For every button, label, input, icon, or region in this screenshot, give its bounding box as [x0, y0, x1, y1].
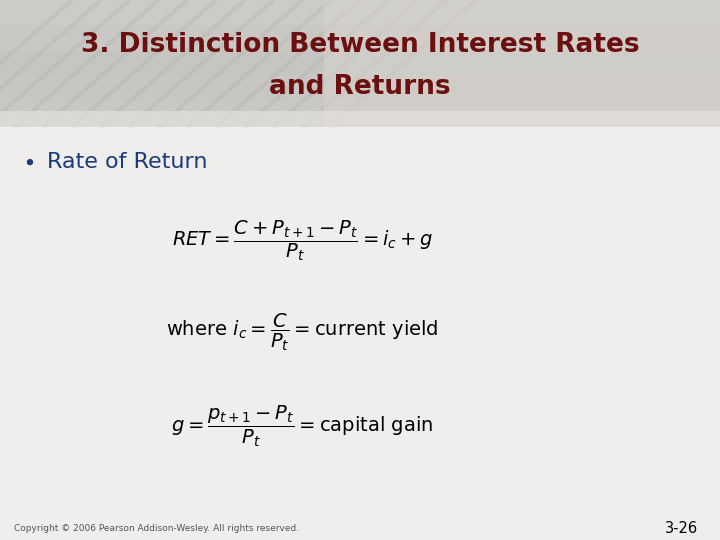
Text: $g = \dfrac{p_{t+1} - P_t}{P_t} = \mathrm{capital\ gain}$: $g = \dfrac{p_{t+1} - P_t}{P_t} = \mathr…	[171, 404, 433, 449]
Text: $\bullet$: $\bullet$	[22, 152, 34, 172]
FancyBboxPatch shape	[0, 111, 720, 127]
Text: Rate of Return: Rate of Return	[47, 152, 207, 172]
FancyBboxPatch shape	[0, 0, 720, 25]
FancyBboxPatch shape	[0, 51, 720, 76]
FancyBboxPatch shape	[0, 102, 720, 127]
FancyBboxPatch shape	[0, 76, 720, 102]
Text: and Returns: and Returns	[269, 74, 451, 100]
FancyBboxPatch shape	[0, 25, 720, 51]
Text: 3. Distinction Between Interest Rates: 3. Distinction Between Interest Rates	[81, 32, 639, 58]
Text: $\mathrm{where}\ i_c = \dfrac{C}{P_t} = \mathrm{current\ yield}$: $\mathrm{where}\ i_c = \dfrac{C}{P_t} = …	[166, 312, 438, 353]
Text: 3-26: 3-26	[665, 521, 698, 536]
Text: $\mathit{RET} = \dfrac{C + P_{t+1} - P_t}{P_t} = i_c + g$: $\mathit{RET} = \dfrac{C + P_{t+1} - P_t…	[171, 218, 433, 262]
FancyBboxPatch shape	[0, 0, 720, 127]
FancyBboxPatch shape	[324, 0, 720, 127]
Text: Copyright © 2006 Pearson Addison-Wesley. All rights reserved.: Copyright © 2006 Pearson Addison-Wesley.…	[14, 524, 300, 532]
